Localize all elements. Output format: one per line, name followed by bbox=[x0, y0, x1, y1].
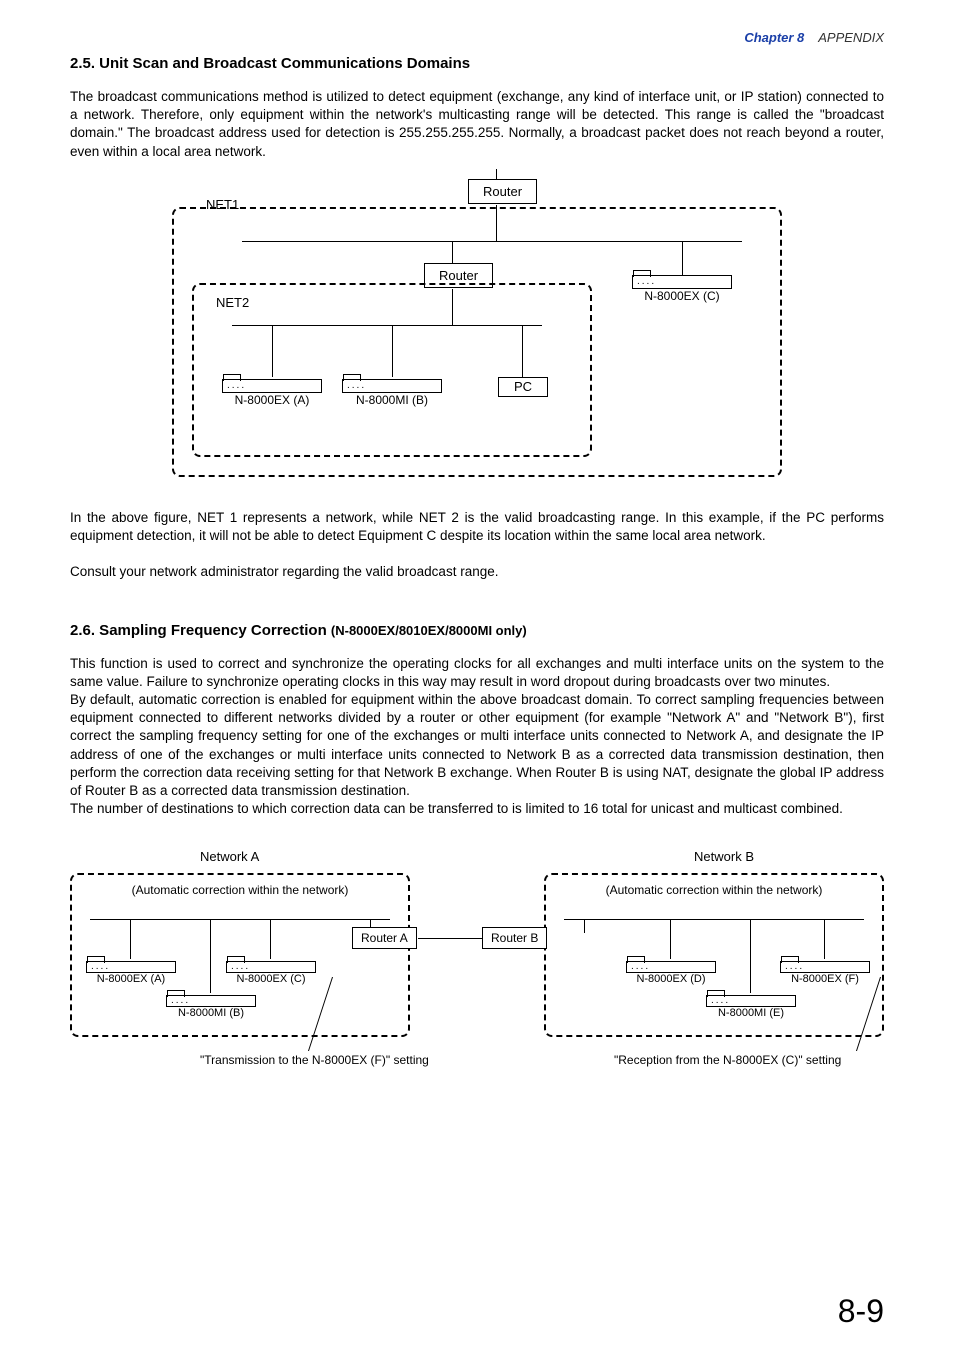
device-e2-label: N-8000MI (E) bbox=[706, 1007, 796, 1019]
caption-right: "Reception from the N-8000EX (C)" settin… bbox=[614, 1053, 841, 1067]
router-b: Router B bbox=[482, 927, 547, 949]
device-c2-label: N-8000EX (C) bbox=[226, 973, 316, 985]
device-d2-label: N-8000EX (D) bbox=[626, 973, 716, 985]
section-2-5-para-2: In the above figure, NET 1 represents a … bbox=[70, 509, 884, 545]
section-2-5-title: 2.5. Unit Scan and Broadcast Communicati… bbox=[70, 55, 884, 72]
section-2-6-para-3: The number of destinations to which corr… bbox=[70, 800, 884, 818]
device-a2-label: N-8000EX (A) bbox=[86, 973, 176, 985]
device-b2-label: N-8000MI (B) bbox=[166, 1007, 256, 1019]
diagram-broadcast-domain: Router NET1 Router .... N-8000EX (C) NET… bbox=[172, 179, 782, 489]
pc-box: PC bbox=[498, 377, 548, 397]
section-2-6-para-2: By default, automatic correction is enab… bbox=[70, 691, 884, 800]
section-2-6-title: 2.6. Sampling Frequency Correction (N-80… bbox=[70, 622, 884, 639]
section-2-5-para-1: The broadcast communications method is u… bbox=[70, 88, 884, 161]
pc-label: PC bbox=[498, 377, 548, 397]
section-2-6-title-sub: (N-8000EX/8010EX/8000MI only) bbox=[331, 623, 527, 638]
device-b: .... N-8000MI (B) bbox=[342, 379, 442, 407]
section-2-6-para-1: This function is used to correct and syn… bbox=[70, 655, 884, 691]
device-c: .... N-8000EX (C) bbox=[632, 275, 732, 303]
router-top: Router bbox=[468, 179, 537, 204]
page-number: 8-9 bbox=[838, 1293, 884, 1330]
section-2-5-para-3: Consult your network administrator regar… bbox=[70, 563, 884, 581]
section-2-6-title-main: 2.6. Sampling Frequency Correction bbox=[70, 622, 331, 639]
network-a-subtitle: (Automatic correction within the network… bbox=[70, 883, 410, 897]
diagram-sampling-correction: Network A Network B (Automatic correctio… bbox=[70, 849, 884, 1069]
chapter-header: Chapter 8 APPENDIX bbox=[70, 30, 884, 45]
router-a: Router A bbox=[352, 927, 417, 949]
device-b-label: N-8000MI (B) bbox=[342, 393, 442, 407]
device-a-label: N-8000EX (A) bbox=[222, 393, 322, 407]
device-c2: .... N-8000EX (C) bbox=[226, 961, 316, 985]
network-b-title: Network B bbox=[694, 849, 754, 864]
device-b2: .... N-8000MI (B) bbox=[166, 995, 256, 1019]
device-a: .... N-8000EX (A) bbox=[222, 379, 322, 407]
device-c-label: N-8000EX (C) bbox=[632, 289, 732, 303]
device-a2: .... N-8000EX (A) bbox=[86, 961, 176, 985]
chapter-title: APPENDIX bbox=[818, 30, 884, 45]
network-a-title: Network A bbox=[200, 849, 259, 864]
caption-left: "Transmission to the N-8000EX (F)" setti… bbox=[200, 1053, 429, 1067]
chapter-number: Chapter 8 bbox=[744, 30, 804, 45]
device-f2-label: N-8000EX (F) bbox=[780, 973, 870, 985]
device-d2: .... N-8000EX (D) bbox=[626, 961, 716, 985]
network-b-subtitle: (Automatic correction within the network… bbox=[544, 883, 884, 897]
device-e2: .... N-8000MI (E) bbox=[706, 995, 796, 1019]
device-f2: .... N-8000EX (F) bbox=[780, 961, 870, 985]
